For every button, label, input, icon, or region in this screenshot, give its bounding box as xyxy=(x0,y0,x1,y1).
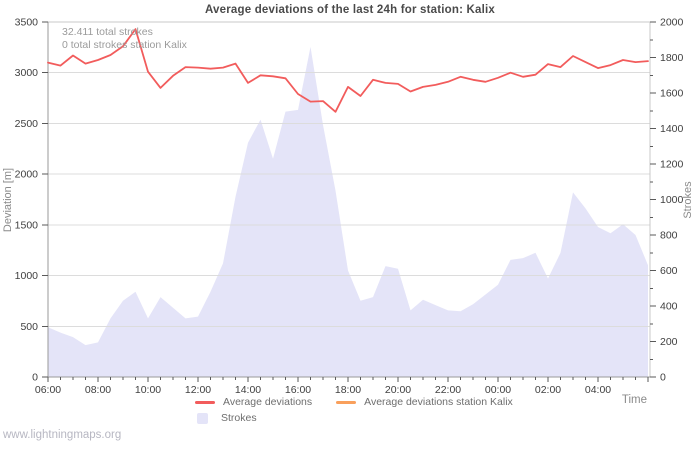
average-deviations-line-swatch-icon xyxy=(195,400,215,404)
svg-text:500: 500 xyxy=(20,321,38,333)
svg-text:800: 800 xyxy=(660,230,678,242)
svg-text:1000: 1000 xyxy=(15,270,39,282)
station-deviations-line-swatch-icon xyxy=(336,400,357,404)
svg-text:2000: 2000 xyxy=(15,169,39,181)
svg-text:1200: 1200 xyxy=(660,159,684,171)
average-deviations-series xyxy=(47,28,649,113)
axis-ticks xyxy=(42,21,656,382)
svg-text:1500: 1500 xyxy=(15,219,39,231)
chart-title: Average deviations of the last 24h for s… xyxy=(204,4,496,16)
svg-text:3500: 3500 xyxy=(15,17,39,29)
legend-item-strokes: Strokes xyxy=(195,412,257,424)
svg-text:1000: 1000 xyxy=(660,194,684,206)
svg-text:1400: 1400 xyxy=(660,123,684,135)
svg-text:14:00: 14:00 xyxy=(235,384,261,396)
svg-text:20:00: 20:00 xyxy=(385,384,411,396)
x-axis-title: Time xyxy=(621,394,647,406)
svg-text:06:00: 06:00 xyxy=(35,384,61,396)
svg-text:16:00: 16:00 xyxy=(285,384,311,396)
svg-text:18:00: 18:00 xyxy=(335,384,361,396)
legend-row-2: Strokes xyxy=(195,410,537,426)
left-axis-title: Deviation [m] xyxy=(2,167,14,233)
svg-text:400: 400 xyxy=(660,301,678,313)
legend-row-1: Average deviations Average deviations st… xyxy=(195,394,537,410)
svg-text:1800: 1800 xyxy=(660,52,684,64)
svg-text:200: 200 xyxy=(660,336,678,348)
svg-text:0: 0 xyxy=(660,372,666,384)
legend-label: Average deviations station Kalix xyxy=(364,396,513,408)
strokes-area-series xyxy=(48,46,648,378)
svg-text:2500: 2500 xyxy=(15,118,39,130)
svg-text:00:00: 00:00 xyxy=(485,384,511,396)
legend-item-average-deviations-station: Average deviations station Kalix xyxy=(336,396,513,408)
total-strokes-annotation: 32.411 total strokes xyxy=(62,26,153,38)
svg-text:02:00: 02:00 xyxy=(535,384,561,396)
right-axis-title: Strokes xyxy=(682,181,694,219)
watermark: www.lightningmaps.org xyxy=(3,429,122,441)
svg-text:10:00: 10:00 xyxy=(135,384,161,396)
svg-text:04:00: 04:00 xyxy=(585,384,611,396)
svg-text:600: 600 xyxy=(660,265,678,277)
legend-item-average-deviations: Average deviations xyxy=(195,396,312,408)
station-strokes-annotation: 0 total strokes station Kalix xyxy=(62,39,187,51)
svg-text:22:00: 22:00 xyxy=(435,384,461,396)
legend: Average deviations Average deviations st… xyxy=(195,394,537,426)
svg-text:12:00: 12:00 xyxy=(185,384,211,396)
svg-text:0: 0 xyxy=(32,372,38,384)
axis-tick-labels: 06:00 08:00 10:00 12:00 14:00 16:00 18:00 20:00… xyxy=(15,17,684,397)
svg-text:1600: 1600 xyxy=(660,88,684,100)
legend-label: Average deviations xyxy=(223,396,313,408)
svg-text:3000: 3000 xyxy=(15,67,39,79)
svg-text:2000: 2000 xyxy=(660,17,684,29)
svg-text:08:00: 08:00 xyxy=(85,384,111,396)
legend-label: Strokes xyxy=(221,412,257,424)
strokes-area-swatch-icon xyxy=(197,412,208,424)
